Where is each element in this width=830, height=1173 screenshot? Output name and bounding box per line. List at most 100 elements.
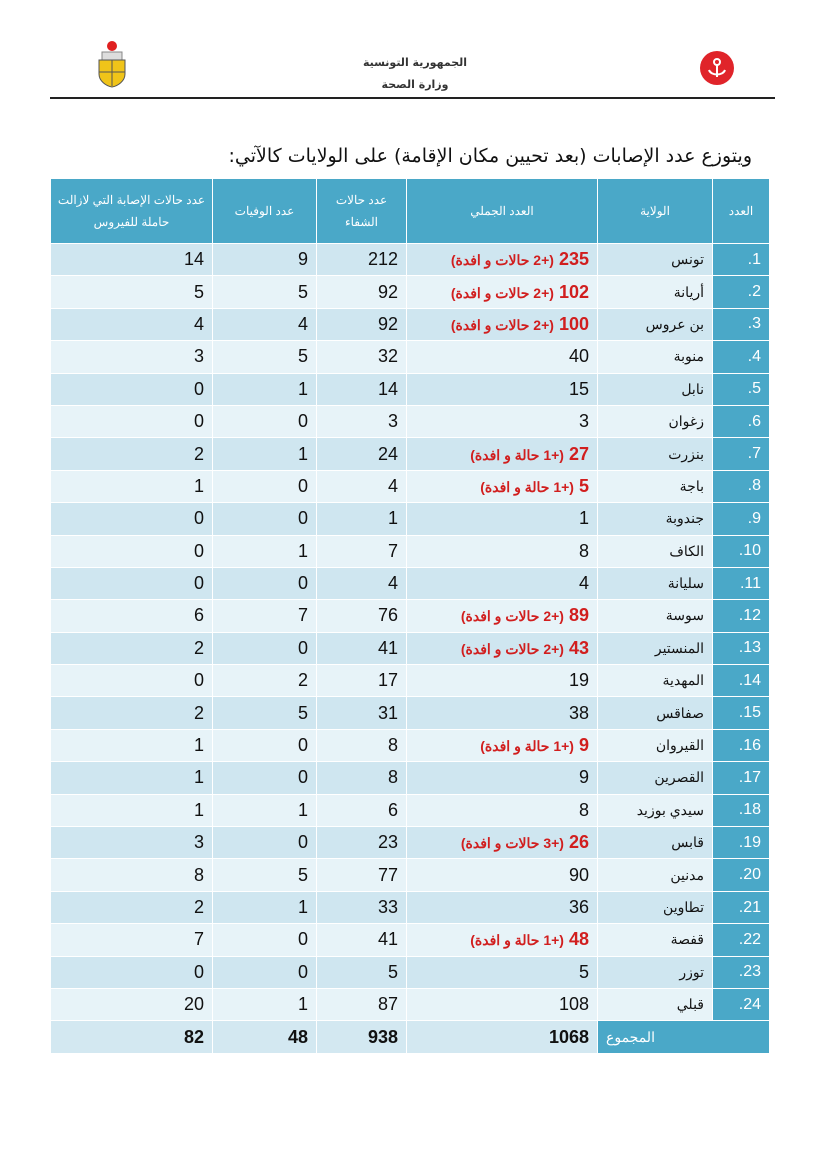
col-governorate: الولاية [597,178,713,244]
table-header-row: العدد الولاية العدد الجملي عدد حالات الش… [50,178,770,244]
cell-total: 9 (+1 حالة و افدة) [406,728,598,763]
totals-label: المجموع [597,1020,770,1054]
table-row: 12. سوسة 89 (+2 حالات و افدة) 76 7 6 [50,599,770,633]
cell-total: 4 [406,566,598,601]
total-value: 100 [558,313,589,334]
cell-active: 6 [50,599,213,633]
cell-number: 10. [712,534,770,568]
cell-total: 5 [406,955,598,989]
table-row: 18. سيدي بوزيد 8 6 1 1 [50,793,770,828]
cell-governorate: القصرين [597,761,713,795]
total-value: 43 [568,637,589,658]
cell-recovered: 32 [316,340,407,374]
cell-active: 1 [50,761,213,795]
cell-governorate: منوبة [597,340,713,374]
imported-cases-note: (+2 حالات و افدة) [450,252,554,269]
cell-total: 1 [406,502,598,536]
cell-number: 17. [712,761,770,795]
table-row: 10. الكاف 8 7 1 0 [50,534,770,568]
imported-cases-note: (+1 حالة و افدة) [470,932,564,949]
total-value: 48 [568,929,589,950]
cell-governorate: مدنين [597,858,713,892]
cell-governorate: الكاف [597,534,713,568]
cell-recovered: 23 [316,826,407,860]
cell-active: 0 [50,566,213,601]
cell-deaths: 0 [212,826,317,860]
cell-total: 9 [406,761,598,795]
col-active: عدد حالات الإصابة التي لازالت حاملة للفي… [50,178,213,244]
cell-deaths: 2 [212,664,317,698]
total-value: 27 [568,443,589,464]
table-row: 24. قبلي 108 87 1 20 [50,987,770,1022]
cell-governorate: جندوبة [597,502,713,536]
table-row: 13. المنستير 43 (+2 حالات و افدة) 41 0 2 [50,631,770,666]
cell-active: 0 [50,955,213,989]
cell-governorate: قابس [597,826,713,860]
cell-governorate: نابل [597,372,713,406]
imported-cases-note: (+3 حالات و افدة) [460,835,564,852]
col-total: العدد الجملي [406,178,598,244]
cell-number: 22. [712,923,770,957]
totals-active: 82 [50,1020,213,1054]
cell-governorate: المنستير [597,631,713,666]
cell-active: 3 [50,340,213,374]
imported-cases-note: (+1 حالة و افدة) [480,738,574,755]
table-row: 15. صفاقس 38 31 5 2 [50,696,770,730]
cell-total: 27 (+1 حالة و افدة) [406,437,598,471]
cell-active: 14 [50,242,213,277]
table-row: 16. القيروان 9 (+1 حالة و افدة) 8 0 1 [50,728,770,763]
cell-active: 0 [50,502,213,536]
cell-total: 89 (+2 حالات و افدة) [406,599,598,633]
cell-number: 1. [712,242,770,277]
table-row: 5. نابل 15 14 1 0 [50,372,770,406]
table-row: 6. زغوان 3 3 0 0 [50,404,770,439]
total-value: 235 [558,249,589,270]
cell-total: 19 [406,664,598,698]
table-row: 3. بن عروس 100 (+2 حالات و افدة) 92 4 4 [50,307,770,342]
cell-total: 100 (+2 حالات و افدة) [406,307,598,342]
cell-number: 14. [712,664,770,698]
cell-recovered: 212 [316,242,407,277]
col-number: العدد [712,178,770,244]
table-row: 14. المهدية 19 17 2 0 [50,664,770,698]
cell-recovered: 92 [316,307,407,342]
cell-deaths: 0 [212,404,317,439]
cell-recovered: 41 [316,631,407,666]
cell-total: 38 [406,696,598,730]
cell-active: 2 [50,696,213,730]
cell-deaths: 5 [212,275,317,309]
cell-active: 4 [50,307,213,342]
cases-table: العدد الولاية العدد الجملي عدد حالات الش… [50,178,770,1054]
cell-active: 2 [50,631,213,666]
total-value: 102 [558,281,589,302]
table-row: 23. توزر 5 5 0 0 [50,955,770,989]
cell-number: 18. [712,793,770,828]
cell-deaths: 0 [212,631,317,666]
totals-row: المجموع 1068 938 48 82 [50,1020,770,1054]
imported-cases-note: (+1 حالة و افدة) [470,446,564,463]
cell-deaths: 0 [212,502,317,536]
cell-number: 13. [712,631,770,666]
cell-active: 0 [50,372,213,406]
cell-number: 15. [712,696,770,730]
imported-cases-note: (+2 حالات و افدة) [460,640,564,657]
ministry-health-logo-icon [700,51,734,85]
cell-total: 8 [406,793,598,828]
cell-total: 26 (+3 حالات و افدة) [406,826,598,860]
cell-active: 5 [50,275,213,309]
total-value: 5 [578,475,589,496]
cell-recovered: 77 [316,858,407,892]
cell-deaths: 7 [212,599,317,633]
cell-total: 40 [406,340,598,374]
cell-governorate: تطاوين [597,890,713,925]
cell-total: 8 [406,534,598,568]
cell-recovered: 1 [316,502,407,536]
imported-cases-note: (+2 حالات و افدة) [450,316,554,333]
table-row: 17. القصرين 9 8 0 1 [50,761,770,795]
cell-number: 2. [712,275,770,309]
cell-number: 23. [712,955,770,989]
table-row: 20. مدنين 90 77 5 8 [50,858,770,892]
cell-deaths: 0 [212,955,317,989]
cell-active: 2 [50,437,213,471]
